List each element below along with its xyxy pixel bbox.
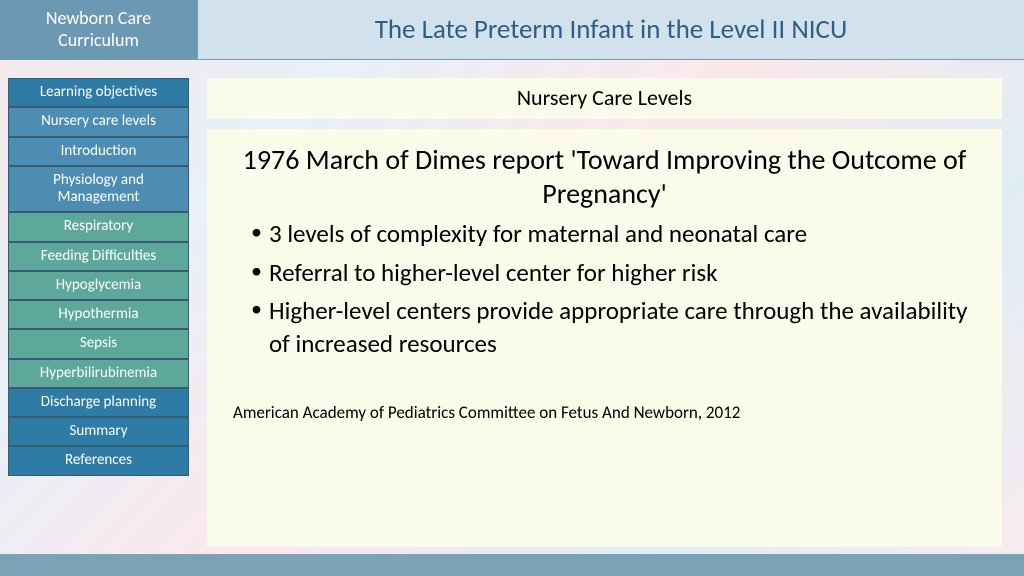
- sidebar-nav: Learning objectivesNursery care levelsIn…: [0, 60, 197, 554]
- page-title-bar: The Late Preterm Infant in the Level II …: [197, 0, 1024, 59]
- curriculum-line1: Newborn Care: [46, 7, 151, 29]
- footer-bar: [0, 554, 1024, 576]
- bullet-2: Higher-level centers provide appropriate…: [251, 295, 976, 360]
- curriculum-badge: Newborn Care Curriculum: [0, 0, 197, 59]
- slide-heading: 1976 March of Dimes report 'Toward Impro…: [233, 143, 976, 210]
- header: Newborn Care Curriculum The Late Preterm…: [0, 0, 1024, 60]
- page-title: The Late Preterm Infant in the Level II …: [375, 13, 848, 46]
- nav-item-10[interactable]: Discharge planning: [8, 388, 189, 417]
- bullet-1: Referral to higher-level center for high…: [251, 257, 976, 290]
- nav-item-12[interactable]: References: [8, 446, 189, 475]
- bullet-list: 3 levels of complexity for maternal and …: [233, 218, 976, 360]
- nav-item-0[interactable]: Learning objectives: [8, 78, 189, 107]
- citation: American Academy of Pediatrics Committee…: [233, 402, 976, 423]
- nav-item-2[interactable]: Introduction: [8, 137, 189, 166]
- nav-item-1[interactable]: Nursery care levels: [8, 107, 189, 136]
- section-title-box: Nursery Care Levels: [207, 78, 1002, 119]
- nav-item-3[interactable]: Physiology and Management: [8, 166, 189, 213]
- nav-item-6[interactable]: Hypoglycemia: [8, 271, 189, 300]
- curriculum-line2: Curriculum: [58, 29, 139, 51]
- nav-item-7[interactable]: Hypothermia: [8, 300, 189, 329]
- nav-item-9[interactable]: Hyperbilirubinemia: [8, 359, 189, 388]
- section-title: Nursery Care Levels: [517, 84, 692, 111]
- nav-item-5[interactable]: Feeding Difficulties: [8, 242, 189, 271]
- content-area: Nursery Care Levels 1976 March of Dimes …: [197, 60, 1024, 554]
- bullet-0: 3 levels of complexity for maternal and …: [251, 218, 976, 251]
- nav-item-11[interactable]: Summary: [8, 417, 189, 446]
- body: Learning objectivesNursery care levelsIn…: [0, 60, 1024, 554]
- nav-item-8[interactable]: Sepsis: [8, 329, 189, 358]
- slide-body: 1976 March of Dimes report 'Toward Impro…: [207, 129, 1002, 547]
- nav-item-4[interactable]: Respiratory: [8, 212, 189, 241]
